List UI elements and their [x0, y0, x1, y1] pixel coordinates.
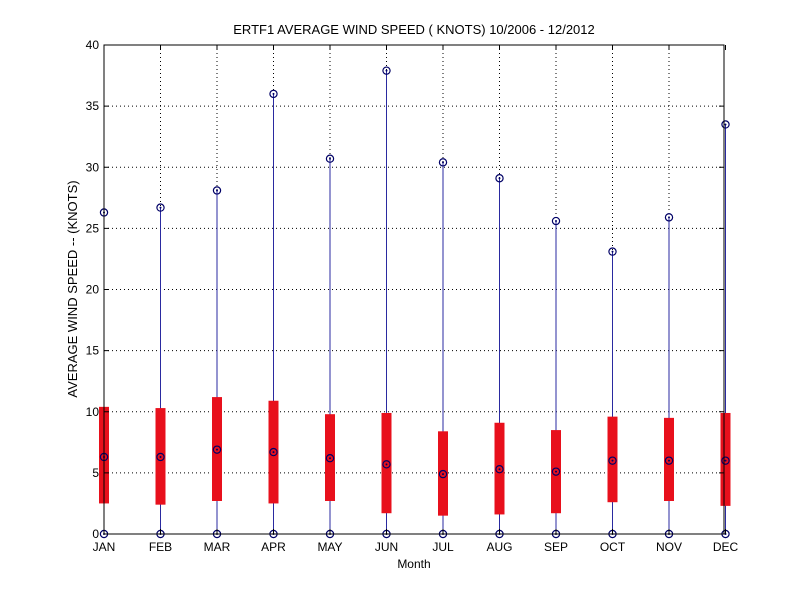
- median-marker-dot-feb: [159, 455, 162, 458]
- median-marker-mar: [212, 445, 222, 454]
- y-tick-label: 40: [86, 38, 100, 52]
- max-marker-dot-may: [329, 157, 331, 160]
- median-marker-dot-jun: [385, 463, 388, 466]
- median-marker-dot-jul: [442, 473, 444, 476]
- x-tick-label: OCT: [600, 540, 626, 554]
- median-marker-may: [325, 454, 335, 463]
- max-marker-dot-jun: [385, 69, 388, 72]
- box-dec: [720, 412, 731, 506]
- median-marker-apr: [269, 447, 278, 457]
- y-tick-label: 15: [86, 344, 100, 358]
- y-axis-label: AVERAGE WIND SPEED -- (KNOTS): [65, 180, 80, 397]
- max-marker-dec: [721, 120, 730, 129]
- box-jun: [381, 412, 392, 514]
- x-tick-label: SEP: [544, 540, 568, 554]
- median-marker-dot-sep: [555, 470, 557, 473]
- median-marker-aug: [495, 465, 504, 474]
- max-marker-dot-aug: [498, 177, 501, 180]
- box-nov: [664, 417, 674, 501]
- median-marker-sep: [551, 467, 561, 476]
- median-marker-feb: [156, 452, 165, 462]
- median-marker-dec: [721, 456, 730, 465]
- max-marker-mar: [212, 186, 222, 195]
- max-marker-dot-mar: [216, 189, 218, 192]
- median-marker-nov: [664, 456, 674, 465]
- median-marker-jun: [382, 460, 391, 469]
- max-marker-jul: [438, 158, 448, 167]
- max-marker-aug: [495, 174, 504, 183]
- max-marker-dot-dec: [724, 123, 727, 126]
- y-tick-label: 10: [86, 405, 100, 419]
- max-marker-dot-nov: [668, 216, 670, 219]
- y-tick-label: 20: [86, 283, 100, 297]
- box-oct: [607, 416, 618, 503]
- max-marker-sep: [551, 216, 561, 226]
- x-tick-label: JAN: [93, 540, 116, 554]
- y-tick-label: 5: [92, 466, 99, 480]
- median-marker-dot-may: [329, 457, 331, 460]
- median-marker-dot-nov: [668, 459, 670, 462]
- x-tick-label: MAR: [204, 540, 231, 554]
- max-marker-feb: [156, 203, 165, 212]
- x-tick-label: NOV: [656, 540, 682, 554]
- max-marker-apr: [269, 89, 278, 99]
- x-axis-label: Month: [397, 557, 430, 571]
- x-tick-label: DEC: [713, 540, 739, 554]
- max-marker-oct: [608, 247, 617, 256]
- y-tick-label: 30: [86, 160, 100, 174]
- x-tick-label: APR: [261, 540, 286, 554]
- max-marker-nov: [664, 213, 674, 222]
- x-tick-label: FEB: [149, 540, 172, 554]
- max-marker-may: [325, 154, 335, 163]
- chart-title: ERTF1 AVERAGE WIND SPEED ( KNOTS) 10/200…: [233, 22, 595, 37]
- median-marker-dot-apr: [272, 451, 275, 454]
- x-tick-label: JUL: [432, 540, 454, 554]
- x-tick-label: MAY: [317, 540, 342, 554]
- y-tick-label: 25: [86, 221, 100, 235]
- max-marker-dot-jul: [442, 161, 444, 164]
- x-tick-label: AUG: [486, 540, 512, 554]
- median-marker-dot-mar: [216, 448, 218, 451]
- median-marker-dot-aug: [498, 468, 501, 471]
- y-tick-label: 35: [86, 99, 100, 113]
- median-marker-oct: [608, 456, 617, 465]
- axis-ticks: 0 5 10 15 20 25 30 35 40 JAN FEB MAR APR MAY JUN JUL AUG…: [86, 38, 739, 554]
- max-marker-dot-feb: [159, 206, 162, 209]
- max-marker-dot-apr: [272, 92, 275, 95]
- y-tick-label: 0: [92, 527, 99, 541]
- max-marker-dot-sep: [555, 220, 557, 223]
- max-marker-jun: [382, 66, 391, 75]
- median-marker-dot-dec: [724, 459, 727, 462]
- x-tick-label: JUN: [375, 540, 398, 554]
- median-marker-dot-oct: [611, 459, 614, 462]
- median-marker-jul: [438, 469, 448, 479]
- max-marker-dot-oct: [611, 250, 614, 253]
